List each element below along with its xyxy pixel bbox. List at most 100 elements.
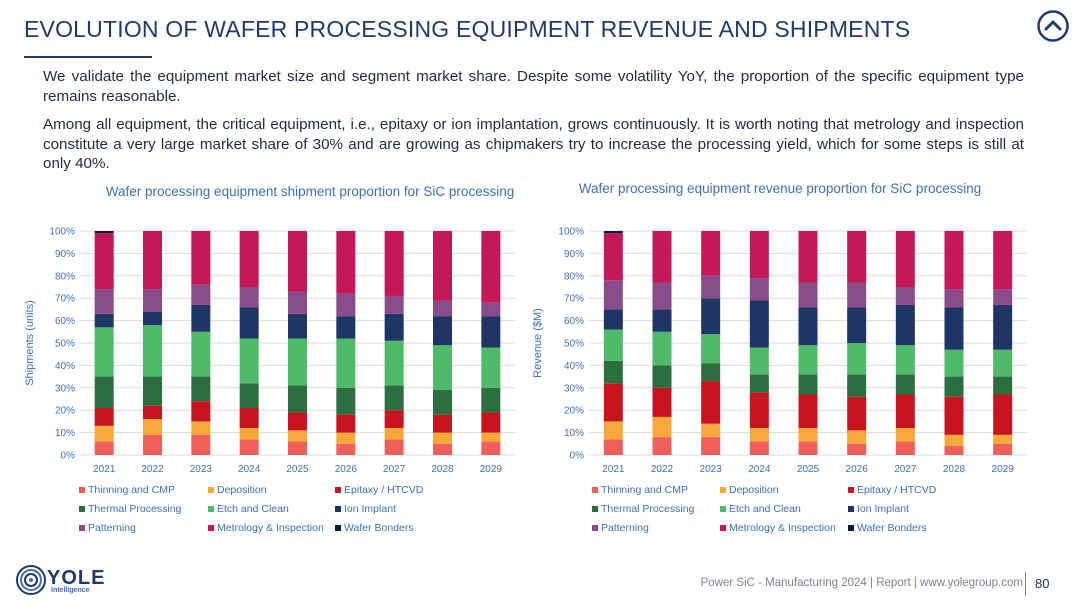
bar-segment — [433, 443, 452, 455]
y-tick-label: 100% — [558, 227, 584, 238]
legend-label: Metrology & Inspection — [729, 522, 836, 534]
bar-segment — [749, 231, 769, 279]
bar-segment — [749, 374, 769, 393]
x-tick-label: 2022 — [141, 464, 164, 475]
y-tick-label: 10% — [564, 428, 584, 439]
bar-segment — [433, 414, 452, 433]
legend-swatch — [335, 487, 341, 493]
bar-segment — [847, 396, 867, 431]
shipment-chart-title: Wafer processing equipment shipment prop… — [105, 184, 515, 199]
x-tick-label: 2025 — [797, 464, 820, 475]
bar-segment — [239, 428, 259, 440]
footer-source[interactable]: Power SiC - Manufacturing 2024 | Report … — [700, 577, 1023, 589]
bar-segment — [652, 416, 672, 438]
x-tick-label: 2023 — [700, 464, 723, 475]
y-tick-label: 50% — [564, 339, 584, 350]
y-tick-label: 100% — [49, 227, 75, 238]
legend-item: Ion Implant — [335, 503, 396, 515]
bar-segment — [895, 394, 915, 429]
y-tick-label: 20% — [55, 406, 75, 417]
bar-segment — [239, 439, 259, 455]
bar-segment — [336, 443, 356, 455]
y-tick-label: 40% — [55, 361, 75, 372]
bar-segment — [701, 381, 721, 424]
bar-segment — [336, 316, 356, 339]
bar-segment — [603, 329, 623, 361]
legend-swatch — [592, 487, 598, 493]
bar-segment — [336, 432, 356, 444]
legend-item: Wafer Bonders — [335, 522, 414, 534]
analysis-paragraph: Among all equipment, the critical equipm… — [43, 116, 1024, 172]
bar-segment — [603, 280, 623, 310]
bar-segment — [895, 231, 915, 287]
bar-segment — [288, 441, 307, 455]
bar-segment — [336, 231, 356, 294]
page-number: 80 — [1035, 576, 1050, 591]
bar-segment — [749, 428, 769, 442]
bar-segment — [191, 376, 211, 402]
bar-segment — [384, 439, 404, 455]
legend-swatch — [335, 525, 341, 531]
bar-segment — [433, 300, 452, 317]
bar-segment — [603, 309, 623, 330]
bar-segment — [239, 287, 259, 308]
x-tick-label: 2021 — [93, 464, 116, 475]
revenue-chart-title: Wafer processing equipment revenue propo… — [578, 181, 982, 196]
bar-segment — [847, 374, 867, 397]
y-tick-label: 30% — [564, 383, 584, 394]
bar-segment — [798, 374, 818, 395]
y-axis-label: Revenue ($M) — [532, 308, 544, 378]
bar-segment — [481, 412, 501, 433]
legend-label: Wafer Bonders — [857, 522, 927, 534]
bar-segment — [847, 307, 867, 343]
bar-segment — [384, 428, 404, 440]
bar-segment — [847, 430, 867, 444]
x-tick-label: 2024 — [748, 464, 771, 475]
bar-segment — [944, 376, 964, 397]
legend-item: Wafer Bonders — [848, 522, 927, 534]
bar-segment — [603, 439, 623, 455]
legend-label: Ion Implant — [344, 503, 396, 515]
bar-segment — [384, 313, 404, 341]
bar-segment — [944, 307, 964, 350]
bar-segment — [239, 231, 259, 287]
bar-segment — [847, 282, 867, 308]
bar-segment — [847, 443, 867, 455]
x-tick-label: 2025 — [286, 464, 309, 475]
y-tick-label: 90% — [564, 249, 584, 260]
bar-segment — [288, 313, 307, 339]
y-tick-label: 90% — [55, 249, 75, 260]
bar-segment — [239, 407, 259, 429]
bar-segment — [798, 394, 818, 429]
legend-label: Thermal Processing — [88, 503, 182, 515]
bar-segment — [143, 311, 162, 326]
legend-label: Metrology & Inspection — [217, 522, 324, 534]
bar-segment — [191, 421, 211, 435]
bar-segment — [288, 412, 307, 431]
bar-segment — [652, 282, 672, 310]
bar-segment — [798, 282, 818, 308]
bar-segment — [895, 428, 915, 442]
bar-segment — [143, 434, 162, 455]
bar-segment — [603, 231, 623, 234]
bar-segment — [993, 376, 1013, 395]
chevron-up-circle-icon[interactable] — [1036, 9, 1070, 43]
bar-segment — [652, 331, 672, 366]
y-tick-label: 10% — [55, 428, 75, 439]
bar-segment — [895, 345, 915, 375]
bar-segment — [993, 231, 1013, 290]
legend-label: Patterning — [88, 522, 136, 534]
x-tick-label: 2026 — [335, 464, 358, 475]
bar-segment — [701, 363, 721, 382]
bar-segment — [481, 432, 501, 442]
bar-segment — [94, 441, 114, 455]
bar-segment — [603, 421, 623, 440]
bar-segment — [433, 432, 452, 444]
bar-segment — [191, 434, 211, 455]
revenue-proportion-chart: 0% 10% 20% 30% 40% 50% 60% 70% 80% 90% 100% Revenue… — [532, 227, 1027, 475]
legend-label: Ion Implant — [857, 503, 909, 515]
bar-segment — [336, 293, 356, 317]
legend-label: Deposition — [729, 484, 779, 496]
x-tick-label: 2029 — [480, 464, 503, 475]
shipment-proportion-chart: 0% 10% 20% 30% 40% 50% 60% 70% 80% 90% 100% Shipmen… — [24, 227, 515, 475]
